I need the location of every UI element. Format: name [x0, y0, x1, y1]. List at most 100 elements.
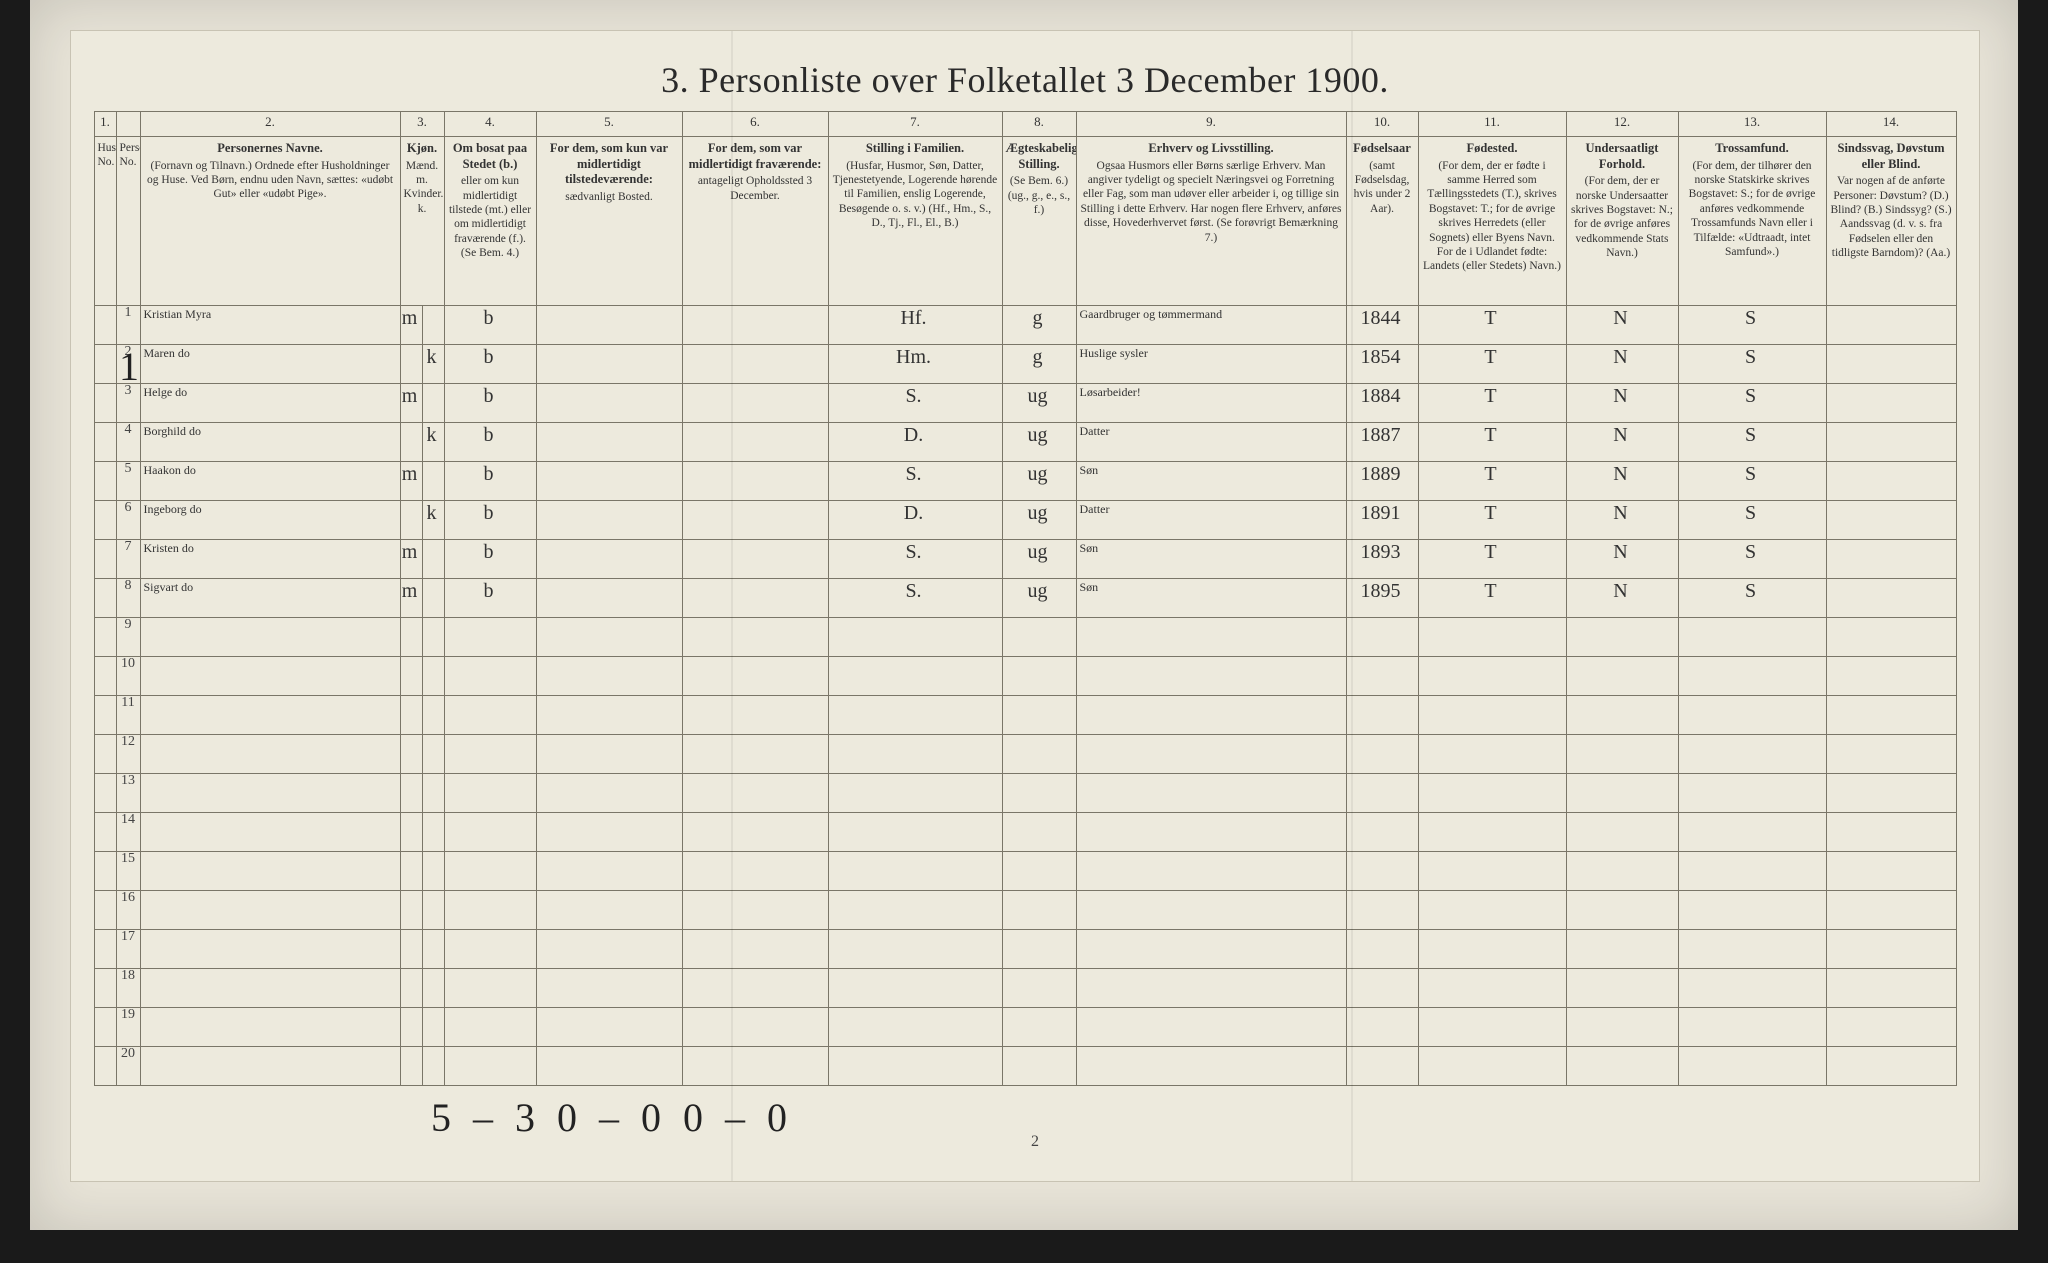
sex-m-cell: m	[400, 384, 422, 423]
temp-cell	[682, 1047, 828, 1086]
name-cell	[140, 1008, 400, 1047]
family-cell	[828, 735, 1002, 774]
printed-page-number: 2	[1031, 1133, 1039, 1151]
household-no-cell	[94, 735, 116, 774]
nationality-cell: N	[1566, 423, 1678, 462]
footer-tally: 5 – 3 0 – 0 0 – 0	[431, 1094, 793, 1141]
colnum: 4.	[444, 112, 536, 137]
religion-cell	[1678, 1008, 1826, 1047]
temp-cell	[682, 540, 828, 579]
nationality-cell	[1566, 735, 1678, 774]
birthplace-cell: T	[1418, 423, 1566, 462]
marital-cell: ug	[1002, 384, 1076, 423]
name-cell	[140, 657, 400, 696]
religion-cell	[1678, 969, 1826, 1008]
person-no-cell: 15	[116, 852, 140, 891]
occupation-cell: Datter	[1076, 501, 1346, 540]
nationality-cell: N	[1566, 579, 1678, 618]
colnum: 11.	[1418, 112, 1566, 137]
colnum: 8.	[1002, 112, 1076, 137]
nationality-cell	[1566, 774, 1678, 813]
infirmity-cell	[1826, 930, 1956, 969]
person-no-cell: 14	[116, 813, 140, 852]
birthyear-cell	[1346, 969, 1418, 1008]
family-cell	[828, 852, 1002, 891]
header-marital: Ægteskabelig Stilling. (Se Bem. 6.) (ug.…	[1002, 137, 1076, 306]
birthyear-cell: 1884	[1346, 384, 1418, 423]
name-cell: Borghild do	[140, 423, 400, 462]
infirmity-cell	[1826, 345, 1956, 384]
name-cell	[140, 813, 400, 852]
marital-cell	[1002, 696, 1076, 735]
birthplace-cell	[1418, 1047, 1566, 1086]
header-household-no: Husholdningens No.	[94, 137, 116, 306]
birthplace-cell: T	[1418, 462, 1566, 501]
table-row: 10	[94, 657, 1956, 696]
family-cell: Hf.	[828, 306, 1002, 345]
sex-m-cell	[400, 696, 422, 735]
temp-cell	[682, 696, 828, 735]
family-cell: D.	[828, 423, 1002, 462]
birthplace-cell	[1418, 930, 1566, 969]
birthplace-cell	[1418, 891, 1566, 930]
marital-cell	[1002, 891, 1076, 930]
sex-k-cell: k	[422, 501, 444, 540]
birthplace-cell	[1418, 1008, 1566, 1047]
header-absent: For dem, som kun var midlertidigt tilste…	[536, 137, 682, 306]
away-cell	[536, 462, 682, 501]
temp-cell	[682, 579, 828, 618]
column-number-row: 1. 2. 3. 4. 5. 6. 7. 8. 9. 10. 11. 12. 1…	[94, 112, 1956, 137]
occupation-cell	[1076, 735, 1346, 774]
temp-cell	[682, 618, 828, 657]
table-row: 20	[94, 1047, 1956, 1086]
birthyear-cell: 1889	[1346, 462, 1418, 501]
occupation-cell	[1076, 1008, 1346, 1047]
nationality-cell: N	[1566, 501, 1678, 540]
paper-fold	[731, 31, 733, 1181]
table-row: 11	[94, 696, 1956, 735]
nationality-cell	[1566, 657, 1678, 696]
person-no-cell: 5	[116, 462, 140, 501]
occupation-cell	[1076, 696, 1346, 735]
birthyear-cell	[1346, 1008, 1418, 1047]
household-no-cell	[94, 345, 116, 384]
table-row: 18	[94, 969, 1956, 1008]
household-no-cell	[94, 540, 116, 579]
table-row: 8Sigvart dombS.ugSøn1895TNS	[94, 579, 1956, 618]
birthyear-cell	[1346, 735, 1418, 774]
birthplace-cell	[1418, 969, 1566, 1008]
person-no-cell: 4	[116, 423, 140, 462]
temp-cell	[682, 306, 828, 345]
occupation-cell: Gaardbruger og tømmermand	[1076, 306, 1346, 345]
residence-cell: b	[444, 384, 536, 423]
birthyear-cell: 1854	[1346, 345, 1418, 384]
infirmity-cell	[1826, 696, 1956, 735]
religion-cell: S	[1678, 540, 1826, 579]
sex-m-cell	[400, 813, 422, 852]
residence-cell: b	[444, 462, 536, 501]
religion-cell	[1678, 930, 1826, 969]
residence-cell: b	[444, 579, 536, 618]
infirmity-cell	[1826, 969, 1956, 1008]
away-cell	[536, 774, 682, 813]
birthyear-cell: 1844	[1346, 306, 1418, 345]
household-no-cell	[94, 774, 116, 813]
header-occupation: Erhverv og Livsstilling. Ogsaa Husmors e…	[1076, 137, 1346, 306]
nationality-cell: N	[1566, 306, 1678, 345]
marital-cell: g	[1002, 306, 1076, 345]
residence-cell	[444, 774, 536, 813]
residence-cell	[444, 696, 536, 735]
nationality-cell	[1566, 852, 1678, 891]
marital-cell: ug	[1002, 501, 1076, 540]
name-cell	[140, 696, 400, 735]
colnum: 13.	[1678, 112, 1826, 137]
religion-cell: S	[1678, 579, 1826, 618]
occupation-cell: Huslige sysler	[1076, 345, 1346, 384]
sex-k-cell	[422, 852, 444, 891]
colnum: 2.	[140, 112, 400, 137]
sex-k-cell	[422, 1008, 444, 1047]
infirmity-cell	[1826, 735, 1956, 774]
birthplace-cell	[1418, 657, 1566, 696]
temp-cell	[682, 501, 828, 540]
table-row: 13	[94, 774, 1956, 813]
